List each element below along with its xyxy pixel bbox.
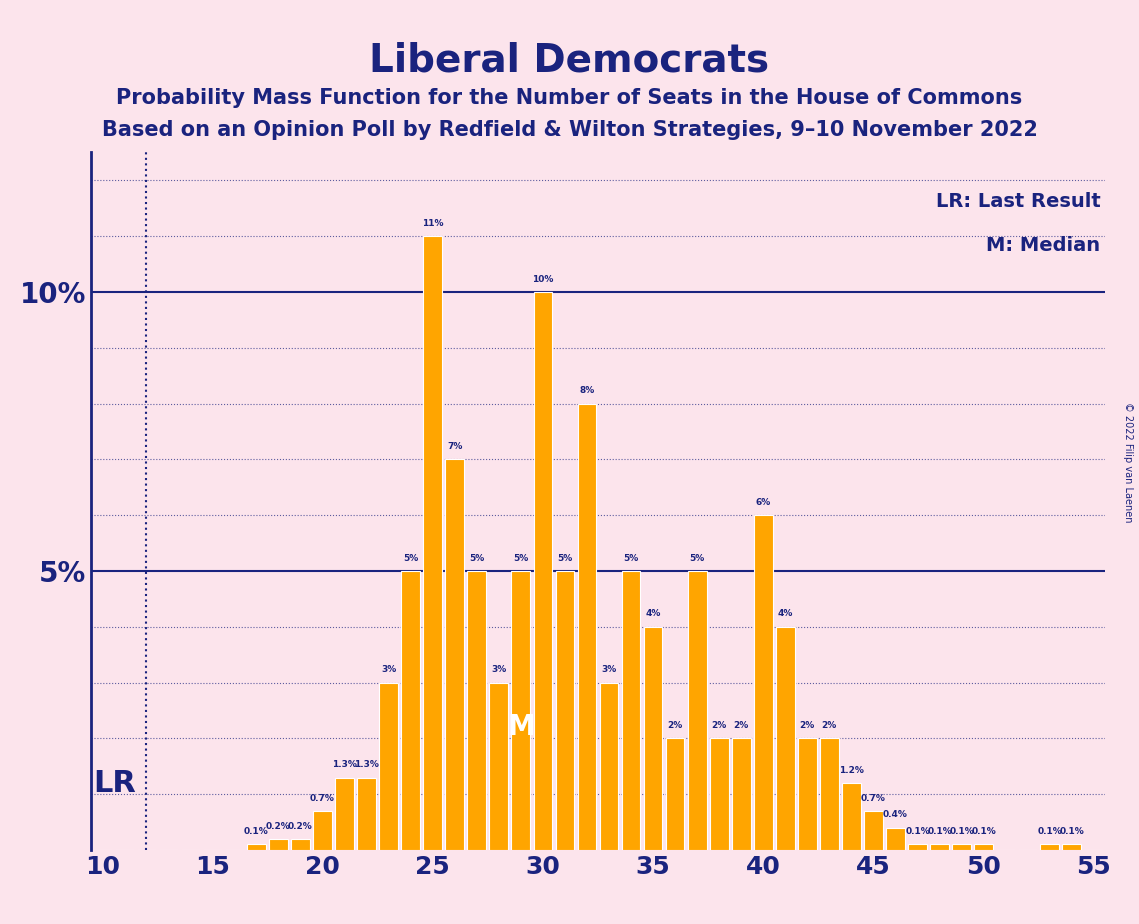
Bar bbox=[820, 738, 838, 850]
Text: LR: LR bbox=[93, 769, 137, 797]
Text: 10%: 10% bbox=[532, 274, 554, 284]
Text: 2%: 2% bbox=[712, 721, 727, 730]
Bar bbox=[710, 738, 729, 850]
Text: 2%: 2% bbox=[821, 721, 837, 730]
Bar bbox=[622, 571, 640, 850]
Text: 0.1%: 0.1% bbox=[927, 827, 952, 836]
Bar bbox=[931, 845, 949, 850]
Text: 4%: 4% bbox=[778, 610, 793, 618]
Bar bbox=[247, 845, 265, 850]
Bar bbox=[644, 626, 663, 850]
Text: 1.3%: 1.3% bbox=[333, 760, 357, 769]
Bar bbox=[424, 237, 442, 850]
Bar bbox=[533, 292, 552, 850]
Bar bbox=[952, 845, 970, 850]
Bar bbox=[798, 738, 817, 850]
Text: M: M bbox=[507, 713, 534, 741]
Text: Based on an Opinion Poll by Redfield & Wilton Strategies, 9–10 November 2022: Based on an Opinion Poll by Redfield & W… bbox=[101, 120, 1038, 140]
Text: Liberal Democrats: Liberal Democrats bbox=[369, 42, 770, 79]
Bar bbox=[599, 683, 618, 850]
Text: 4%: 4% bbox=[646, 610, 661, 618]
Bar bbox=[467, 571, 486, 850]
Text: 3%: 3% bbox=[601, 665, 616, 675]
Bar bbox=[842, 784, 861, 850]
Text: © 2022 Filip van Laenen: © 2022 Filip van Laenen bbox=[1123, 402, 1133, 522]
Text: 3%: 3% bbox=[491, 665, 507, 675]
Bar bbox=[313, 811, 331, 850]
Bar bbox=[358, 777, 376, 850]
Text: 0.1%: 0.1% bbox=[949, 827, 974, 836]
Bar bbox=[1040, 845, 1059, 850]
Text: 0.1%: 0.1% bbox=[972, 827, 995, 836]
Text: 5%: 5% bbox=[557, 553, 573, 563]
Bar bbox=[401, 571, 420, 850]
Text: 8%: 8% bbox=[580, 386, 595, 395]
Bar bbox=[886, 828, 904, 850]
Text: 3%: 3% bbox=[382, 665, 396, 675]
Bar bbox=[688, 571, 706, 850]
Bar bbox=[490, 683, 508, 850]
Bar bbox=[269, 839, 288, 850]
Text: 5%: 5% bbox=[514, 553, 528, 563]
Text: 1.2%: 1.2% bbox=[839, 766, 863, 774]
Text: 0.2%: 0.2% bbox=[288, 821, 313, 831]
Text: 7%: 7% bbox=[446, 442, 462, 451]
Text: M: Median: M: Median bbox=[986, 237, 1100, 255]
Text: 0.1%: 0.1% bbox=[906, 827, 929, 836]
Bar bbox=[665, 738, 685, 850]
Bar bbox=[754, 516, 772, 850]
Text: 0.4%: 0.4% bbox=[883, 810, 908, 820]
Text: 0.1%: 0.1% bbox=[244, 827, 269, 836]
Text: 0.1%: 0.1% bbox=[1059, 827, 1084, 836]
Bar bbox=[865, 811, 883, 850]
Text: 0.7%: 0.7% bbox=[861, 794, 886, 803]
Bar bbox=[556, 571, 574, 850]
Text: 0.2%: 0.2% bbox=[267, 821, 290, 831]
Bar bbox=[1063, 845, 1081, 850]
Text: 5%: 5% bbox=[469, 553, 484, 563]
Text: 2%: 2% bbox=[800, 721, 814, 730]
Text: LR: Last Result: LR: Last Result bbox=[935, 191, 1100, 211]
Bar bbox=[732, 738, 751, 850]
Text: 5%: 5% bbox=[403, 553, 418, 563]
Bar bbox=[335, 777, 354, 850]
Text: 0.7%: 0.7% bbox=[310, 794, 335, 803]
Bar bbox=[379, 683, 398, 850]
Bar bbox=[908, 845, 927, 850]
Text: 1.3%: 1.3% bbox=[354, 760, 379, 769]
Text: 5%: 5% bbox=[689, 553, 705, 563]
Text: 11%: 11% bbox=[421, 219, 443, 228]
Text: 0.1%: 0.1% bbox=[1038, 827, 1062, 836]
Text: 5%: 5% bbox=[623, 553, 639, 563]
Bar bbox=[292, 839, 310, 850]
Text: 2%: 2% bbox=[734, 721, 748, 730]
Bar bbox=[445, 459, 464, 850]
Text: 6%: 6% bbox=[755, 498, 771, 507]
Text: 2%: 2% bbox=[667, 721, 682, 730]
Text: Probability Mass Function for the Number of Seats in the House of Commons: Probability Mass Function for the Number… bbox=[116, 88, 1023, 108]
Bar bbox=[577, 404, 597, 850]
Bar bbox=[511, 571, 531, 850]
Bar bbox=[974, 845, 993, 850]
Bar bbox=[776, 626, 795, 850]
